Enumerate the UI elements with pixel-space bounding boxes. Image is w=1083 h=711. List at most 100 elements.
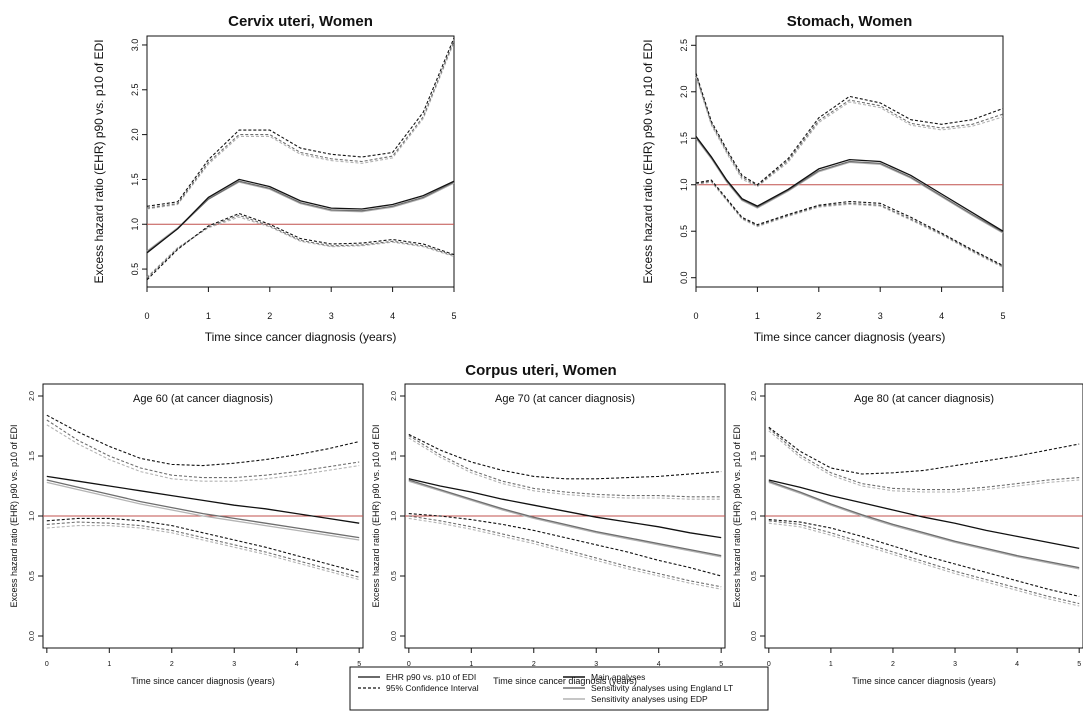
ci-upper-edp [768,430,1080,493]
y-tick-label: 2.5 [130,84,140,97]
x-tick-label: 2 [891,661,895,668]
ci-lower-england_lt [695,180,1004,267]
panel-subtitle: Age 60 (at cancer diagnosis) [133,393,273,405]
y-tick-label: 2.0 [29,391,36,401]
x-tick-label: 5 [357,661,361,668]
y-axis-label: Excess hazard ratio (EHR) p90 vs. p10 of… [641,39,655,283]
estimate-line-main [46,475,360,524]
ci-upper-england_lt [408,435,722,498]
x-axis-label: Time since cancer diagnosis (years) [493,676,637,686]
x-axis-label: Time since cancer diagnosis (years) [131,676,275,686]
ci-upper-england_lt [46,419,360,479]
x-tick-label: 3 [878,311,883,321]
y-tick-label: 2.0 [130,128,140,141]
x-tick-label: 1 [829,661,833,668]
y-axis-label: Excess hazard ratio (EHR) p90 vs. p10 of… [9,424,19,607]
x-tick-label: 0 [767,661,771,668]
y-axis-label: Excess hazard ratio (EHR) p90 vs. p10 of… [92,39,106,283]
ci-lower-main [768,519,1080,597]
x-tick-label: 2 [267,311,272,321]
estimate-line-edp [408,480,722,558]
corpus-uteri-title: Corpus uteri, Women [465,362,616,379]
y-tick-label: 1.0 [679,178,689,191]
y-tick-label: 0.5 [130,263,140,276]
x-tick-label: 1 [206,311,211,321]
legend-label: Main analyses [591,672,645,682]
y-tick-label: 0.5 [751,571,758,581]
y-tick-label: 0.0 [679,271,689,284]
ci-upper-england_lt [768,427,1080,491]
y-tick-label: 1.5 [391,451,398,461]
estimate-line-england_lt [46,479,360,539]
x-tick-label: 0 [693,311,698,321]
legend-label: Sensitivity analyses using England LT [591,683,733,693]
panel-subtitle: Age 70 (at cancer diagnosis) [495,393,635,405]
ci-lower-main [695,179,1004,267]
y-tick-label: 0.5 [29,571,36,581]
estimate-line-edp [46,481,360,541]
x-tick-label: 5 [1000,311,1005,321]
y-tick-label: 2.0 [751,391,758,401]
ci-lower-main [146,212,455,281]
x-tick-label: 5 [451,311,456,321]
estimate-line-england_lt [146,180,455,253]
ci-lower-edp [146,216,455,278]
panel-title: Cervix uteri, Women [228,13,373,30]
ci-upper-main [408,433,722,480]
x-tick-label: 1 [755,311,760,321]
ci-lower-england_lt [408,515,722,588]
y-tick-label: 1.0 [391,511,398,521]
ci-lower-edp [46,525,360,581]
y-tick-label: 0.5 [679,225,689,238]
panel-cervix: 0 1 2 3 4 5 0.5 1.0 1.5 2.0 2.5 3.0 Time since cance… [92,13,457,344]
legend-label: Sensitivity analyses using EDP [591,694,708,704]
estimate-line-edp [768,481,1080,570]
y-tick-label: 1.5 [130,173,140,186]
x-tick-label: 4 [657,661,661,668]
x-tick-label: 3 [594,661,598,668]
panel-age70: 0 1 2 3 4 5 0.0 0.5 1.0 1.5 2.0 Time since cancer d… [371,383,726,686]
x-tick-label: 2 [532,661,536,668]
estimate-line-main [768,479,1080,550]
estimate-line-england_lt [768,480,1080,569]
x-tick-label: 3 [329,311,334,321]
estimate-line-edp [695,137,1004,234]
x-axis-label: Time since cancer diagnosis (years) [205,330,397,344]
y-tick-label: 3.0 [130,39,140,52]
ci-upper-edp [46,424,360,482]
y-tick-label: 1.5 [679,132,689,145]
legend-label: 95% Confidence Interval [386,683,479,693]
x-tick-label: 4 [390,311,395,321]
x-tick-label: 2 [170,661,174,668]
y-tick-label: 1.0 [29,511,36,521]
y-tick-label: 1.5 [751,451,758,461]
x-tick-label: 4 [939,311,944,321]
ci-upper-main [46,414,360,467]
ci-lower-main [46,517,360,573]
x-tick-label: 3 [232,661,236,668]
x-tick-label: 0 [144,311,149,321]
y-tick-label: 0.0 [391,631,398,641]
panel-age80: 0 1 2 3 4 5 0.0 0.5 1.0 1.5 2.0 Time since cancer d… [732,383,1083,686]
x-tick-label: 3 [953,661,957,668]
y-tick-label: 1.0 [130,218,140,231]
panel-age60: 0 1 2 3 4 5 0.0 0.5 1.0 1.5 2.0 Time since cancer d… [9,383,364,686]
ci-upper-edp [408,437,722,500]
ci-upper-main [695,73,1004,186]
ci-lower-england_lt [46,521,360,578]
x-tick-label: 0 [407,661,411,668]
y-tick-label: 0.0 [751,631,758,641]
legend-label: EHR p90 vs. p10 of EDI [386,672,476,682]
x-tick-label: 4 [1015,661,1019,668]
plot-frame [695,35,1004,288]
x-axis-label: Time since cancer diagnosis (years) [754,330,946,344]
y-axis-label: Excess hazard ratio (EHR) p90 vs. p10 of… [732,424,742,607]
ci-lower-england_lt [768,520,1080,605]
legend-box [349,666,769,711]
ci-upper-edp [146,42,455,210]
y-tick-label: 2.5 [679,39,689,52]
x-tick-label: 5 [719,661,723,668]
